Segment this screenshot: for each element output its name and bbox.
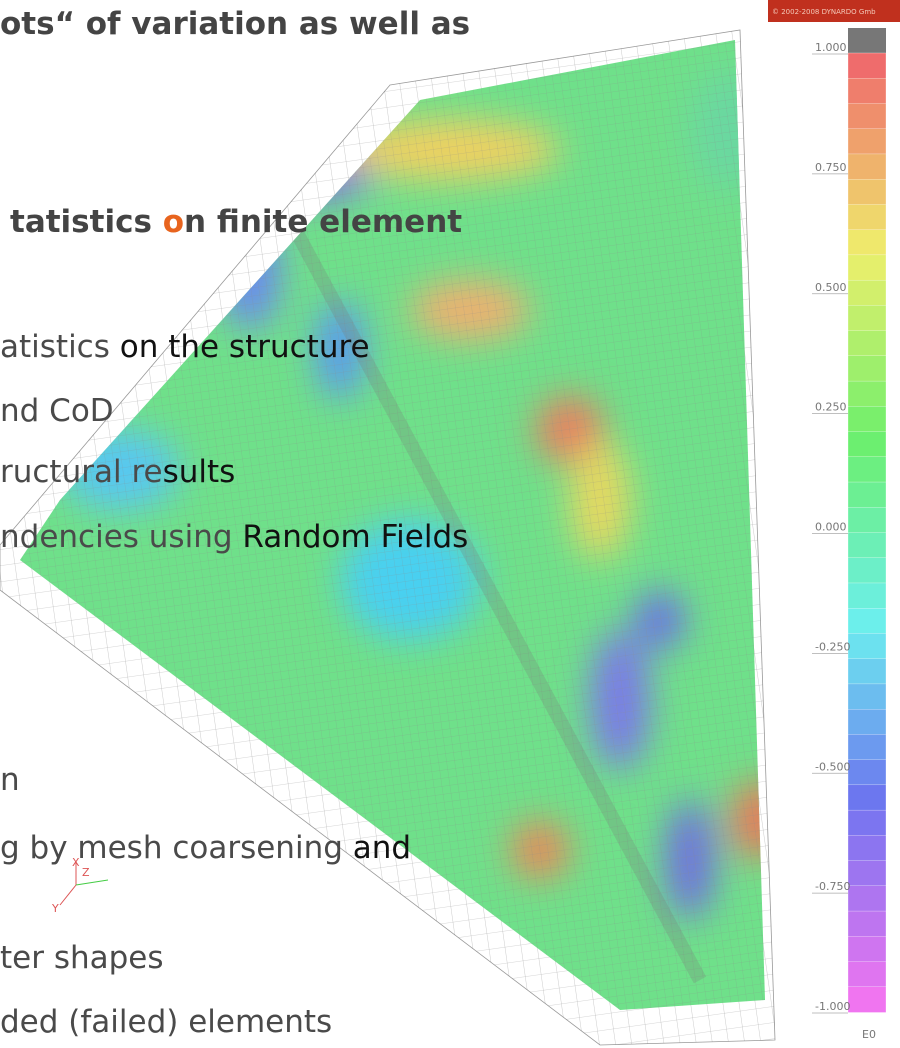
text-line: tatistics on finite element (10, 204, 462, 240)
colorbar-cell (848, 280, 886, 306)
colorbar-cell (848, 709, 886, 735)
colorbar: © 2002-2008 DYNARDO Gmb 1.000 0.750 0.500 0… (768, 0, 900, 1041)
colorbar-cell (848, 204, 886, 230)
colorbar-cell (848, 835, 886, 861)
colorbar-cell (848, 583, 886, 609)
colorbar-cell (848, 381, 886, 407)
colorbar-cell (848, 936, 886, 962)
colorbar-cell (848, 432, 886, 458)
colorbar-tick-label: 0.500 (815, 281, 847, 294)
colorbar-tick-label: -0.250 (815, 640, 850, 653)
colorbar-cell (848, 911, 886, 937)
colorbar-cell (848, 406, 886, 432)
text-line: ded (failed) elements (0, 1004, 332, 1040)
text-segment: ndencies using (0, 519, 242, 555)
triad-z: Z (82, 866, 90, 879)
text-segment: tatistics (10, 204, 163, 240)
text-segment: ots“ of variation as well as (0, 6, 470, 42)
text-line: ter shapes (0, 940, 164, 976)
text-segment: on the structure (120, 329, 370, 365)
colorbar-cell (848, 255, 886, 281)
text-line: atistics on the structure (0, 329, 370, 365)
copyright: © 2002-2008 DYNARDO Gmb (772, 8, 876, 16)
text-segment: ded (failed) elements (0, 1004, 332, 1040)
colorbar-cell (848, 305, 886, 331)
text-segment: Random Fields (242, 519, 468, 555)
colorbar-cell (848, 861, 886, 887)
text-line: n (0, 762, 20, 798)
text-segment: ter shapes (0, 940, 164, 976)
text-segment: n finite element (184, 204, 462, 240)
colorbar-cell (848, 103, 886, 129)
colorbar-cell (848, 230, 886, 256)
text-line: ructural results (0, 454, 235, 490)
colorbar-tick-label: 0.750 (815, 161, 847, 174)
text-segment: sults (163, 454, 236, 490)
slide: X Z Y © 2002-2008 DYNARDO Gmb 1.0000.750… (0, 0, 900, 1048)
triad-y: Y (51, 902, 59, 915)
colorbar-cell (848, 154, 886, 180)
colorbar-cell (848, 633, 886, 659)
colorbar-tick-label: -0.750 (815, 880, 850, 893)
text-segment: g by mesh coarsening (0, 830, 353, 866)
colorbar-cell (848, 331, 886, 357)
text-line: ots“ of variation as well as (0, 6, 470, 42)
colorbar-cell (848, 785, 886, 811)
colorbar-cell (848, 533, 886, 559)
text-segment: nd CoD (0, 393, 114, 429)
colorbar-cell (848, 734, 886, 760)
colorbar-cell (848, 962, 886, 988)
colorbar-tick-label: 1.000 (815, 41, 847, 54)
colorbar-cell (848, 356, 886, 382)
colorbar-unit: E0 (862, 1028, 876, 1041)
text-segment: atistics (0, 329, 120, 365)
text-segment: ructural re (0, 454, 163, 490)
text-line: ndencies using Random Fields (0, 519, 468, 555)
colorbar-cell (848, 760, 886, 786)
colorbar-cell (848, 810, 886, 836)
text-segment: and (353, 830, 411, 866)
colorbar-cell (848, 507, 886, 533)
text-segment: o (163, 204, 184, 240)
text-line: nd CoD (0, 393, 114, 429)
colorbar-tick-label: -0.500 (815, 760, 850, 773)
colorbar-cell (848, 78, 886, 104)
text-segment: n (0, 762, 20, 798)
colorbar-cell (848, 179, 886, 205)
colorbar-cell (848, 482, 886, 508)
colorbar-cell (848, 129, 886, 155)
colorbar-cell (848, 608, 886, 634)
colorbar-tick-label: 0.250 (815, 401, 847, 414)
colorbar-tick-label: 0.000 (815, 521, 847, 534)
text-line: g by mesh coarsening and (0, 830, 411, 866)
colorbar-cell (848, 558, 886, 584)
colorbar-cell (848, 659, 886, 685)
colorbar-tick-label: -1.000 (815, 1000, 850, 1013)
colorbar-cell (848, 886, 886, 912)
colorbar-cell (848, 457, 886, 483)
colorbar-cell (848, 684, 886, 710)
colorbar-cell (848, 53, 886, 79)
colorbar-cell (848, 987, 886, 1013)
